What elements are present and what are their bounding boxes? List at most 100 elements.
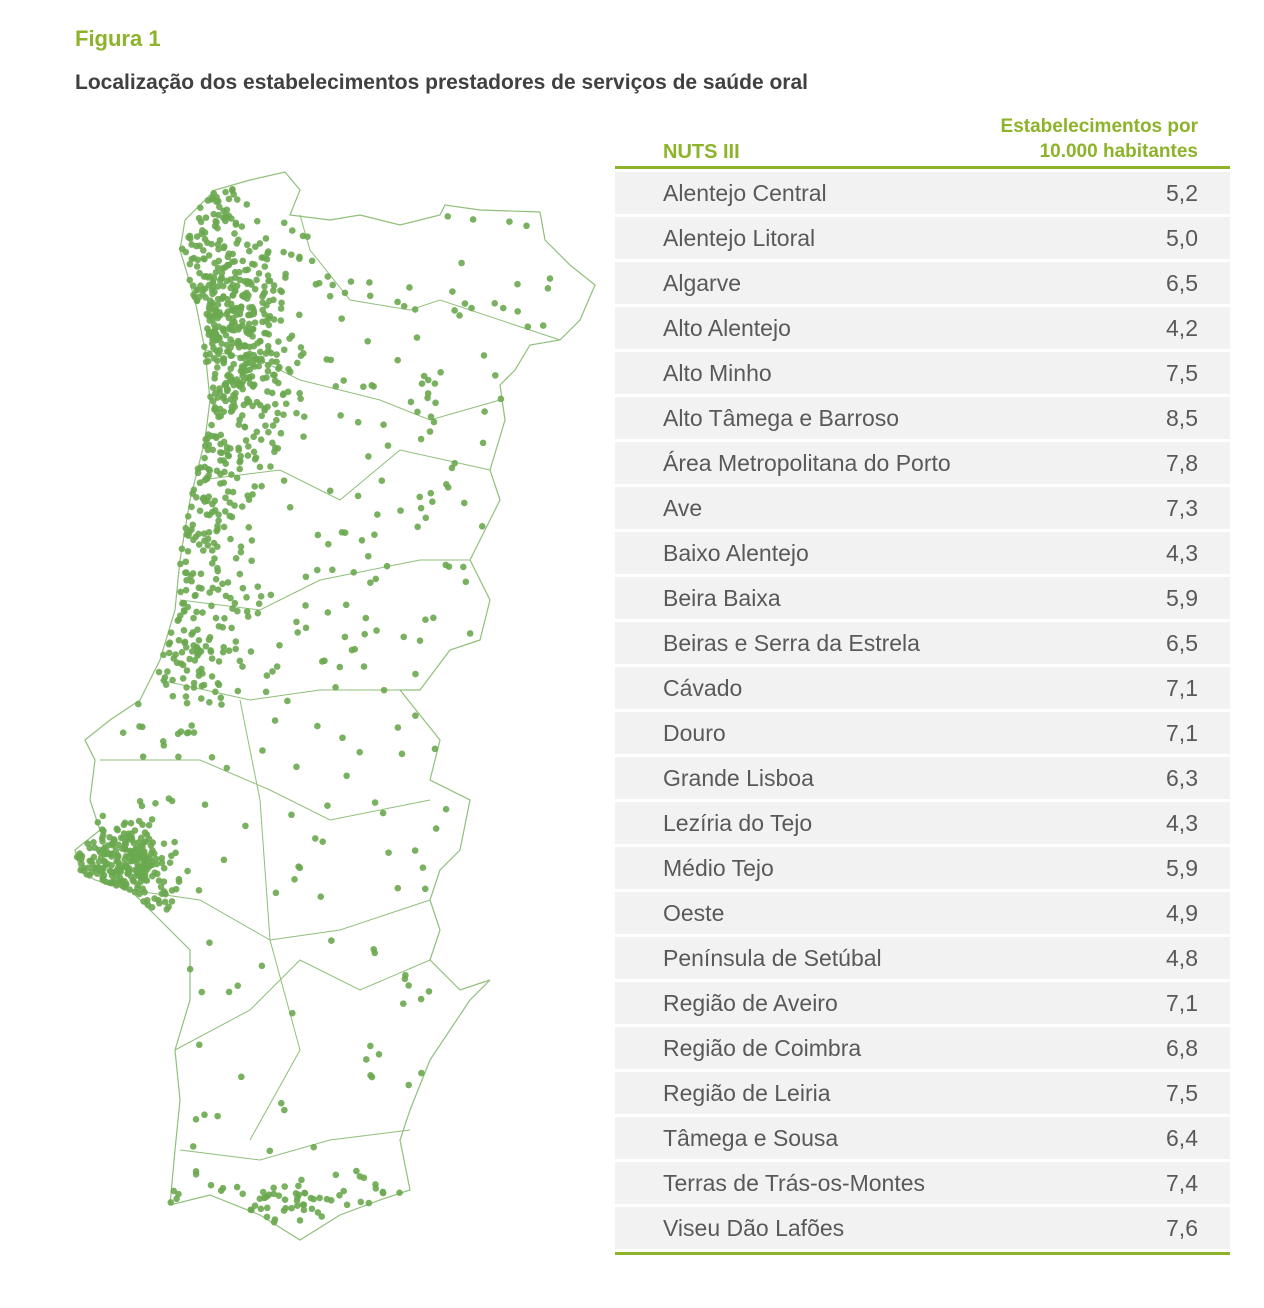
establishment-dot — [273, 351, 280, 358]
establishment-dot — [343, 1201, 351, 1209]
establishment-dot — [260, 290, 267, 298]
establishment-dot — [401, 975, 409, 983]
establishment-dot — [158, 854, 166, 862]
establishment-dot — [160, 742, 168, 749]
establishment-dot — [281, 1106, 288, 1114]
establishment-dot — [253, 276, 260, 284]
establishment-dot — [167, 1199, 175, 1206]
establishment-dot — [196, 269, 203, 277]
establishment-dot — [94, 818, 102, 826]
establishment-dot — [216, 236, 224, 244]
region-name: Médio Tejo — [663, 855, 774, 881]
establishment-dot — [214, 564, 221, 572]
establishment-dot — [204, 535, 212, 543]
establishment-dot — [338, 315, 346, 322]
establishment-dot — [109, 878, 116, 886]
region-value: 7,1 — [1166, 989, 1198, 1016]
establishment-dot — [427, 413, 435, 420]
establishment-dot — [249, 305, 257, 312]
establishment-dot — [224, 308, 232, 316]
establishment-dot — [215, 203, 223, 211]
establishment-dot — [364, 552, 372, 560]
region-value: 7,4 — [1166, 1169, 1198, 1196]
establishment-dot — [243, 241, 251, 249]
establishment-dot — [265, 428, 272, 436]
establishment-dot — [244, 280, 251, 288]
establishment-dot — [262, 422, 269, 429]
establishment-dot — [223, 206, 231, 214]
establishment-dot — [216, 346, 224, 354]
establishment-dot — [186, 260, 194, 268]
establishment-dot — [323, 1195, 331, 1203]
establishment-dot — [480, 352, 488, 359]
establishment-dot — [202, 642, 210, 650]
establishment-dot — [243, 329, 251, 336]
region-name: Viseu Dão Lafões — [663, 1215, 845, 1241]
establishment-dot — [354, 492, 362, 500]
establishment-dot — [249, 383, 257, 390]
establishment-dot — [201, 343, 208, 351]
establishment-dot — [219, 580, 226, 588]
establishment-dot — [262, 688, 270, 696]
establishment-dot — [204, 197, 212, 204]
establishment-dot — [179, 675, 187, 682]
establishment-dot — [412, 712, 419, 719]
establishment-dot — [418, 1069, 425, 1077]
establishment-dot — [248, 557, 255, 565]
establishment-dot — [254, 609, 262, 617]
region-name: Alto Minho — [663, 360, 772, 386]
establishment-dot — [194, 256, 202, 264]
region-name: Baixo Alentejo — [663, 540, 809, 566]
establishment-dot — [181, 639, 188, 647]
establishment-dot — [216, 385, 223, 392]
establishment-dot — [161, 898, 169, 906]
table-row: Lezíria do Tejo 4,3 — [615, 802, 1230, 844]
establishment-dot — [228, 319, 236, 327]
establishment-dot — [229, 605, 236, 612]
region-name: Península de Setúbal — [663, 945, 882, 971]
establishment-dot — [192, 591, 199, 599]
establishment-dot — [227, 445, 234, 452]
establishment-dot — [158, 859, 166, 867]
establishment-dot — [215, 623, 223, 630]
establishment-dot — [178, 245, 186, 253]
region-name: Grande Lisboa — [663, 765, 814, 791]
establishment-dot — [339, 734, 346, 742]
region-value: 7,5 — [1166, 359, 1198, 386]
establishment-dot — [238, 223, 246, 230]
establishment-dot — [220, 438, 228, 446]
establishment-dot — [232, 645, 240, 653]
establishment-dot — [169, 692, 177, 700]
establishment-dot — [282, 270, 289, 278]
establishment-dot — [263, 1204, 271, 1212]
establishment-dot — [190, 536, 197, 544]
establishment-dot — [280, 477, 288, 484]
establishment-dot — [199, 609, 206, 616]
establishment-dot — [227, 300, 235, 308]
establishment-dot — [384, 442, 392, 449]
establishment-dot — [230, 360, 238, 368]
establishment-dot — [189, 282, 197, 289]
establishment-dot — [183, 684, 190, 691]
table-row: Alentejo Central 5,2 — [615, 172, 1230, 214]
establishment-dot — [235, 343, 243, 351]
establishment-dot — [286, 335, 293, 342]
establishment-dot — [141, 829, 149, 836]
establishment-dot — [212, 309, 219, 317]
establishment-dot — [242, 360, 249, 368]
establishment-dot — [383, 562, 391, 570]
establishment-dot — [162, 681, 170, 688]
establishment-dot — [256, 348, 264, 356]
establishment-dot — [256, 463, 264, 471]
establishment-dot — [195, 637, 203, 644]
establishment-dot — [164, 668, 171, 675]
establishment-dot — [497, 395, 505, 403]
establishment-dot — [235, 268, 243, 276]
table-row: Ave 7,3 — [615, 487, 1230, 529]
establishment-dot — [119, 877, 126, 885]
establishment-dot — [77, 866, 84, 874]
establishment-dot — [199, 247, 207, 254]
establishment-dot — [223, 277, 231, 285]
region-value: 6,5 — [1166, 629, 1198, 656]
